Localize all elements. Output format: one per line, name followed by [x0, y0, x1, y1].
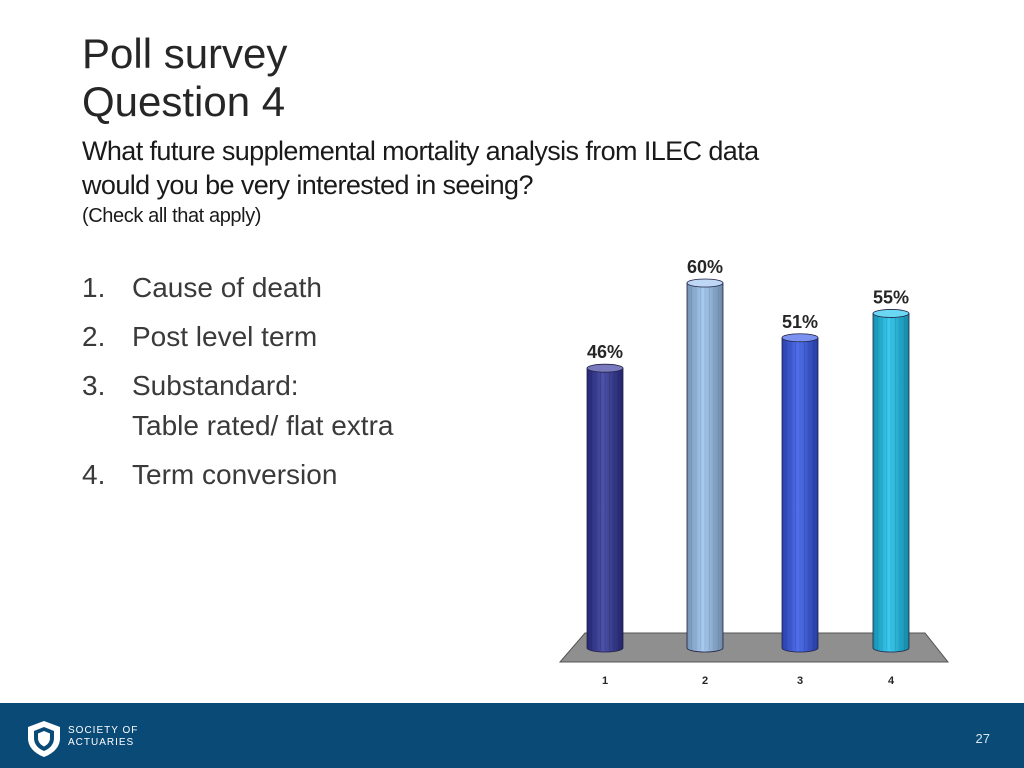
bar-top	[781, 333, 819, 343]
option-text: Term conversion	[132, 459, 338, 490]
question-note: (Check all that apply)	[82, 205, 262, 227]
bar-top	[586, 363, 624, 373]
title-block: Poll survey Question 4 What future suppl…	[82, 30, 759, 228]
option-number: 4.	[82, 459, 106, 490]
logo-line-2: ACTUARIES	[68, 737, 135, 748]
bar-top	[686, 278, 724, 288]
option-number: 2.	[82, 321, 106, 352]
page-number: 27	[975, 731, 990, 746]
logo-line-1: SOCIETY OF	[68, 725, 139, 736]
option-item: 4. Term conversion	[82, 455, 393, 495]
question-line-2: would you be very interested in seeing?	[82, 170, 534, 200]
bar-body	[781, 337, 819, 653]
question-text: What future supplemental mortality analy…	[82, 134, 759, 202]
logo-text: SOCIETY OF ACTUARIES	[68, 725, 138, 749]
option-number: 3.	[82, 370, 106, 401]
question-line-1: What future supplemental mortality analy…	[82, 136, 759, 166]
data-label: 55%	[873, 287, 909, 307]
bar-body	[686, 282, 724, 653]
bar-body	[872, 313, 910, 653]
bar-chart: 46% 1 60% 2 51% 3 55% 4	[558, 257, 950, 687]
title-line-1: Poll survey	[82, 30, 288, 77]
option-item: 3. Substandard: Table rated/ flat extra	[82, 366, 393, 446]
data-label: 51%	[782, 312, 818, 332]
title-line-2: Question 4	[82, 78, 286, 125]
bar-3	[781, 333, 819, 653]
x-tick-label: 4	[888, 675, 895, 687]
x-tick-label: 2	[702, 675, 708, 687]
option-item: 1. Cause of death	[82, 268, 393, 308]
answer-options: 1. Cause of death 2. Post level term 3. …	[82, 268, 393, 504]
society-of-actuaries-shield-icon	[28, 721, 60, 757]
chart-floor	[558, 632, 950, 663]
option-text: Substandard: Table rated/ flat extra	[132, 370, 394, 441]
bar-2	[686, 278, 724, 653]
option-number: 1.	[82, 272, 106, 303]
bar-1	[586, 363, 624, 653]
bar-4	[872, 309, 910, 653]
data-label: 60%	[687, 257, 723, 277]
bar-top	[872, 309, 910, 318]
data-label: 46%	[587, 342, 623, 362]
x-tick-label: 3	[797, 675, 803, 687]
slide-title: Poll survey Question 4	[82, 30, 759, 126]
footer-bar: SOCIETY OF ACTUARIES 27	[0, 703, 1024, 768]
option-text: Post level term	[132, 321, 318, 352]
bar-body	[586, 367, 624, 653]
option-text: Cause of death	[132, 272, 322, 303]
x-tick-label: 1	[602, 675, 608, 687]
option-item: 2. Post level term	[82, 317, 393, 357]
